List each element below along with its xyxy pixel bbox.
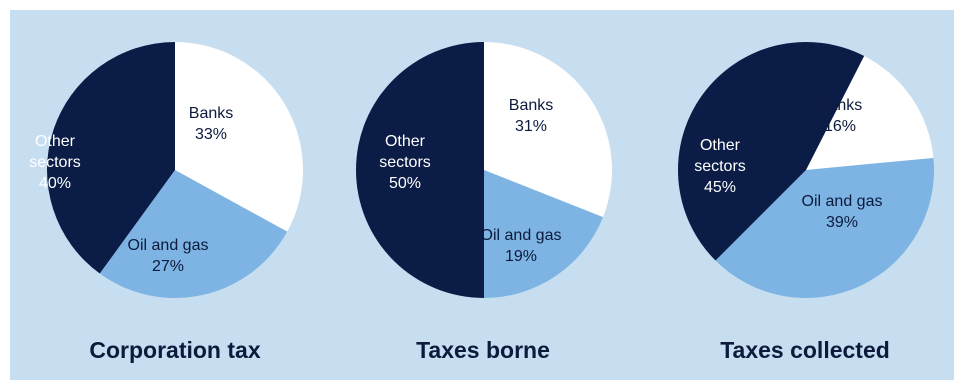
chart-title-corporation-tax: Corporation tax — [89, 337, 261, 363]
pie-0-slice-banks — [175, 42, 304, 232]
pie-0-slice-oil-and-gas — [99, 170, 288, 298]
pie-2-label-banks: Banks 16% — [818, 97, 862, 135]
pie-0-label-other-sectors: Other sectors 40% — [29, 133, 81, 192]
pie-2-slice-other-sectors — [677, 41, 865, 261]
pie-charts: Banks 33% Oil and gas 27% Other sectors 40% Ban… — [29, 41, 934, 298]
pie-1-label-other-sectors: Other sectors 50% — [379, 133, 431, 192]
pie-0-slice-other-sectors — [47, 42, 175, 274]
chart-title-taxes-borne: Taxes borne — [416, 337, 550, 363]
pie-1-slice-oil-and-gas — [484, 170, 604, 298]
pie-2-label-other-sectors: Other sectors 45% — [694, 137, 746, 196]
chart-panel: Banks 33% Oil and gas 27% Other sectors 40% Ban… — [10, 10, 954, 380]
pie-2-slice-oil-and-gas — [715, 157, 934, 298]
pie-0-label-banks: Banks 33% — [189, 105, 233, 143]
pie-0-label-oil-and-gas: Oil and gas 27% — [128, 237, 209, 275]
pie-2-label-oil-and-gas: Oil and gas 39% — [802, 193, 883, 231]
pie-1-label-oil-and-gas: Oil and gas 19% — [481, 227, 562, 265]
pie-1-slice-banks — [484, 42, 612, 218]
pie-1-label-banks: Banks 31% — [509, 97, 553, 135]
pie-2-slice-banks — [806, 55, 934, 171]
pie-1-slice-other-sectors — [356, 42, 484, 298]
chart-title-taxes-collected: Taxes collected — [720, 337, 890, 363]
